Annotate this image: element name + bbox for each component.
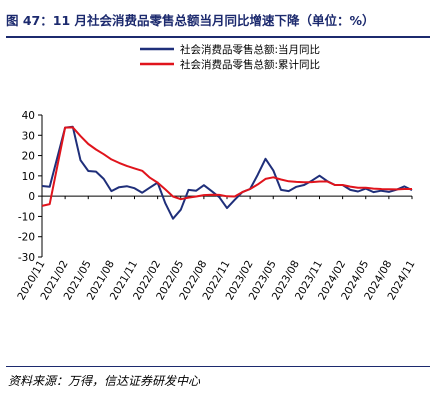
x-axis: 2020/112021/022021/052021/082021/112022/… bbox=[15, 195, 418, 302]
title-underline bbox=[6, 36, 430, 38]
series-layer bbox=[41, 125, 413, 220]
y-axis: -30 -20 -10 0 10 20 30 40 bbox=[18, 110, 43, 264]
y-tick-label: -20 bbox=[18, 232, 35, 244]
y-tick-label: -10 bbox=[18, 211, 35, 223]
source-note: 资料来源：万得，信达证券研发中心 bbox=[8, 374, 201, 388]
series-line-monthly bbox=[41, 125, 413, 220]
y-tick-label: 20 bbox=[22, 151, 35, 163]
y-tick-label: 30 bbox=[22, 130, 35, 142]
footer-rule bbox=[6, 366, 430, 367]
y-tick-label: 40 bbox=[22, 110, 35, 122]
chart-title: 图 47：11 月社会消费品零售总额当月同比增速下降（单位：%） bbox=[6, 13, 375, 28]
line-chart: -30 -20 -10 0 10 20 30 40 2020/112021/022021/05… bbox=[15, 43, 418, 302]
legend-label-monthly: 社会消费品零售总额:当月同比 bbox=[180, 43, 320, 56]
y-tick-label: 0 bbox=[28, 191, 35, 203]
y-tick-label: 10 bbox=[22, 171, 35, 183]
series-line-cumulative bbox=[41, 126, 412, 207]
y-tick-label: -30 bbox=[18, 252, 35, 264]
legend-label-cumulative: 社会消费品零售总额:累计同比 bbox=[180, 58, 320, 71]
